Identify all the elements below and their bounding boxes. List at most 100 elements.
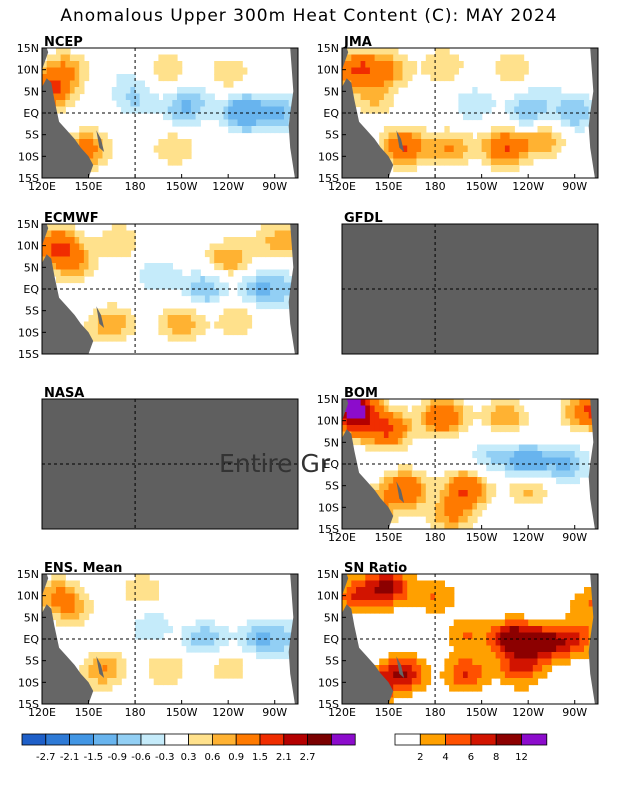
field-cell	[421, 431, 427, 439]
field-cell	[279, 619, 285, 627]
field-cell	[463, 496, 469, 504]
field-cell	[69, 93, 76, 101]
field-cell	[190, 269, 197, 277]
colorbar-label: -2.1	[60, 752, 80, 763]
field-cell	[574, 613, 580, 621]
field-cell	[163, 67, 169, 75]
field-cell	[397, 431, 404, 439]
field-cell	[144, 93, 150, 101]
field-cell	[270, 639, 276, 647]
field-cell	[365, 48, 371, 56]
field-cell	[135, 626, 141, 634]
field-cell	[509, 165, 515, 173]
field-cell	[88, 237, 94, 245]
field-cell	[351, 74, 357, 82]
field-cell	[565, 405, 571, 413]
field-cell	[102, 678, 108, 686]
field-cell	[574, 444, 580, 452]
field-cell	[518, 412, 525, 420]
field-cell	[393, 684, 399, 692]
field-cell	[579, 412, 585, 420]
field-cell	[481, 412, 487, 420]
field-cell	[472, 632, 478, 640]
field-cell	[514, 496, 520, 504]
field-cell	[509, 490, 515, 498]
field-cell	[574, 606, 580, 614]
field-cell	[584, 613, 590, 621]
field-cell	[504, 678, 511, 686]
field-cell	[509, 658, 515, 666]
field-cell	[356, 600, 362, 608]
field-cell	[518, 671, 525, 679]
field-cell	[411, 503, 418, 511]
field-cell	[449, 678, 455, 686]
field-cell	[393, 61, 399, 69]
field-cell	[65, 593, 71, 601]
field-cell	[486, 645, 492, 653]
field-cell	[579, 399, 585, 407]
field-cell	[393, 431, 399, 439]
field-cell	[356, 606, 362, 614]
field-cell	[369, 418, 376, 426]
field-cell	[214, 632, 220, 640]
field-cell	[121, 224, 127, 232]
colorbar-box	[394, 733, 421, 746]
field-cell	[514, 639, 520, 647]
field-cell	[279, 100, 285, 108]
field-cell	[274, 276, 280, 284]
field-cell	[190, 289, 197, 297]
field-cell	[421, 425, 427, 433]
field-cell	[453, 67, 459, 75]
field-cell	[518, 93, 525, 101]
field-cell	[560, 464, 567, 472]
field-cell	[528, 152, 534, 160]
x-tick-label: 120E	[328, 531, 356, 544]
field-cell	[495, 412, 501, 420]
field-cell	[88, 606, 94, 614]
field-cell	[260, 619, 267, 627]
field-cell	[356, 399, 362, 407]
field-cell	[551, 106, 557, 114]
field-cell	[383, 671, 390, 679]
field-cell	[490, 412, 497, 420]
field-cell	[509, 126, 515, 134]
field-cell	[467, 619, 473, 627]
field-cell	[421, 145, 427, 153]
field-cell	[279, 250, 285, 258]
field-cell	[186, 282, 192, 290]
field-cell	[523, 639, 529, 647]
field-cell	[546, 145, 553, 153]
field-cell	[74, 587, 80, 595]
field-cell	[542, 464, 548, 472]
field-cell	[495, 126, 501, 134]
field-cell	[83, 61, 90, 69]
field-cell	[51, 230, 57, 238]
field-cell	[514, 145, 520, 153]
field-cell	[477, 113, 483, 121]
field-cell	[500, 158, 506, 166]
field-cell	[60, 224, 66, 232]
field-cell	[570, 632, 576, 640]
field-cell	[60, 606, 66, 614]
field-cell	[411, 418, 418, 426]
field-cell	[542, 139, 548, 147]
field-cell	[402, 587, 408, 595]
field-cell	[346, 600, 352, 608]
field-cell	[397, 483, 404, 491]
field-cell	[265, 632, 271, 640]
field-cell	[51, 61, 57, 69]
field-cell	[356, 425, 362, 433]
field-cell	[60, 80, 66, 88]
field-cell	[107, 671, 113, 679]
field-cell	[153, 626, 159, 634]
field-cell	[369, 100, 376, 108]
field-cell	[504, 158, 511, 166]
field-cell	[279, 113, 285, 121]
field-cell	[449, 509, 455, 517]
field-cell	[163, 282, 169, 290]
field-cell	[570, 425, 576, 433]
field-cell	[500, 632, 506, 640]
field-cell	[79, 665, 85, 673]
field-cell	[495, 145, 501, 153]
field-cell	[402, 425, 408, 433]
